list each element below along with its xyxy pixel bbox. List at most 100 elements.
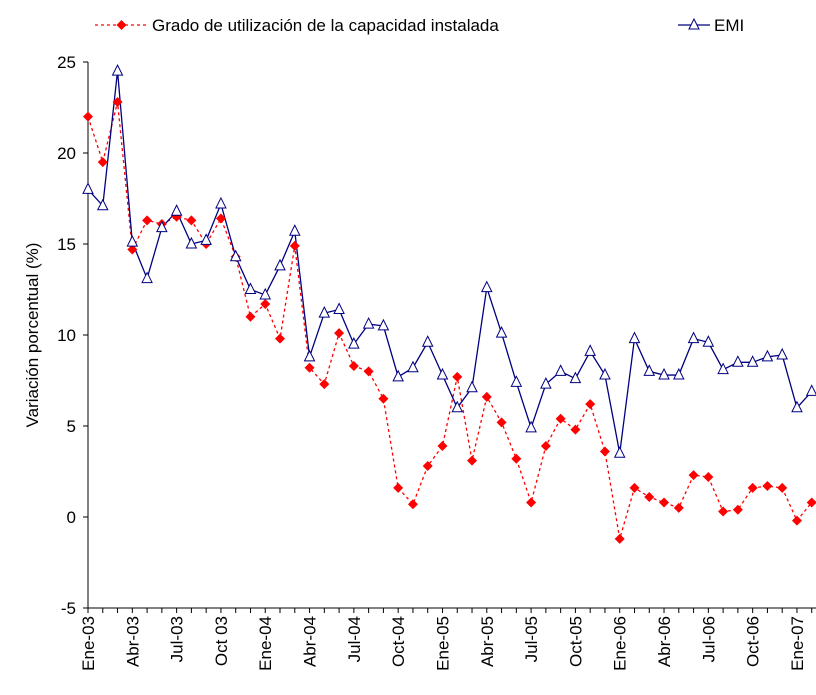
point <box>111 63 124 76</box>
point <box>333 302 345 315</box>
point <box>496 417 507 428</box>
point <box>288 224 301 236</box>
point <box>362 316 375 329</box>
point <box>303 349 316 362</box>
x-tick-label: Jul-05 <box>522 616 541 662</box>
point <box>451 400 464 413</box>
x-tick-label: Ene-06 <box>611 616 630 671</box>
point <box>244 282 257 294</box>
y-axis-label: Variación porcentual (%) <box>23 243 42 428</box>
point <box>717 362 729 375</box>
point <box>806 497 816 508</box>
point <box>480 280 493 293</box>
point <box>511 453 522 464</box>
x-tick-label: Abr-04 <box>301 616 320 667</box>
point <box>348 360 359 371</box>
point <box>525 420 537 433</box>
point <box>289 240 300 251</box>
point <box>83 111 93 122</box>
point <box>599 367 611 380</box>
x-tick-label: Ene-04 <box>256 616 275 671</box>
x-tick-label: Ene-07 <box>788 616 807 671</box>
point <box>777 482 788 493</box>
point <box>526 497 537 508</box>
x-tick-label: Abr-03 <box>123 616 142 667</box>
point <box>378 393 389 404</box>
legend-label: EMI <box>714 16 744 35</box>
point <box>540 377 552 389</box>
y-tick-label: 15 <box>57 235 76 254</box>
y-tick-label: 5 <box>67 417 76 436</box>
point <box>570 424 581 435</box>
legend-label: Grado de utilización de la capacidad ins… <box>152 16 499 35</box>
point <box>96 198 109 211</box>
point <box>614 533 625 544</box>
point <box>643 364 656 376</box>
point <box>659 497 670 508</box>
x-tick-label: Abr-05 <box>478 616 497 667</box>
point <box>437 441 448 452</box>
point <box>422 461 433 472</box>
point <box>510 375 523 387</box>
point <box>259 287 272 300</box>
point <box>702 335 715 347</box>
point <box>127 244 138 255</box>
point <box>732 355 744 367</box>
point <box>304 362 315 373</box>
point <box>407 360 419 373</box>
x-tick-label: Jul-04 <box>345 616 364 662</box>
point <box>126 235 139 247</box>
point <box>377 318 390 331</box>
point <box>156 220 168 233</box>
point <box>141 271 153 284</box>
point <box>275 333 286 344</box>
point <box>186 215 197 226</box>
x-tick-label: Oct-06 <box>744 616 763 667</box>
point <box>629 482 640 493</box>
point <box>791 400 803 413</box>
point <box>554 364 567 376</box>
point <box>776 347 788 360</box>
point <box>82 182 94 194</box>
point <box>569 371 582 384</box>
point <box>673 502 684 513</box>
point <box>481 391 492 402</box>
legend-marker <box>688 17 700 30</box>
point <box>599 446 610 457</box>
series-line <box>87 71 813 454</box>
x-tick-label: Oct-04 <box>389 616 408 667</box>
point <box>467 455 478 466</box>
point <box>319 379 330 390</box>
y-tick-label: -5 <box>61 599 76 618</box>
y-tick-label: 10 <box>57 326 76 345</box>
point <box>613 446 626 458</box>
point <box>142 215 153 226</box>
legend-marker <box>116 20 127 30</box>
point <box>747 482 758 493</box>
point <box>260 299 271 310</box>
point <box>393 482 404 493</box>
point <box>658 367 670 380</box>
point <box>274 258 286 271</box>
x-tick-label: Ene-05 <box>433 616 452 671</box>
point <box>540 441 551 452</box>
point <box>688 470 699 481</box>
point <box>245 311 256 322</box>
x-tick-label: Jul-03 <box>168 616 187 662</box>
y-tick-label: 20 <box>57 144 76 163</box>
point <box>215 196 227 209</box>
x-tick-label: Jul-06 <box>699 616 718 662</box>
point <box>466 380 478 393</box>
point <box>97 157 108 168</box>
point <box>229 249 242 262</box>
point <box>718 506 729 517</box>
point <box>732 504 743 515</box>
point <box>703 471 714 482</box>
point <box>348 336 360 349</box>
point <box>215 213 226 224</box>
point <box>746 355 759 367</box>
point <box>585 399 596 410</box>
point <box>672 367 685 380</box>
point <box>436 367 449 380</box>
